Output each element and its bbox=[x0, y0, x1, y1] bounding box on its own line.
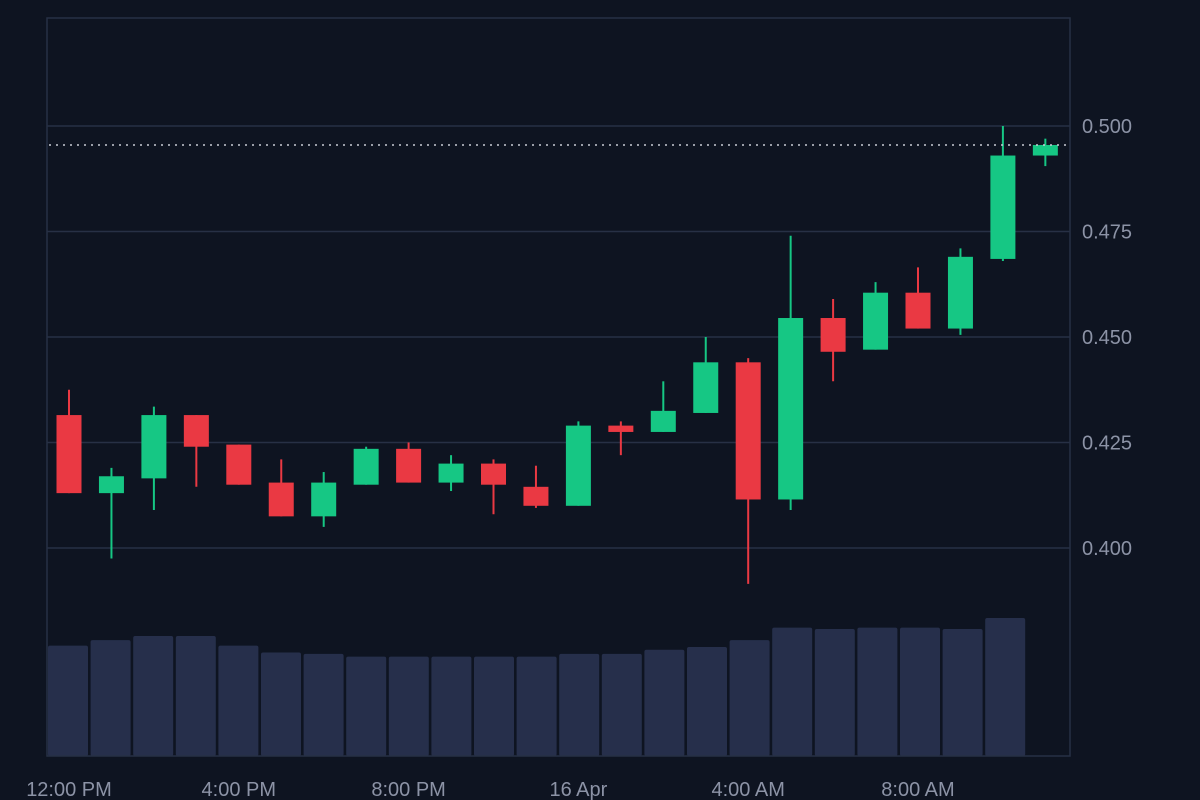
candle-body bbox=[523, 486, 549, 506]
candle-body bbox=[820, 318, 846, 352]
x-tick-label: 8:00 PM bbox=[371, 779, 445, 800]
candle-down bbox=[481, 459, 506, 515]
volume-bar bbox=[218, 645, 259, 756]
candle-body bbox=[693, 362, 719, 413]
candle-body bbox=[183, 415, 209, 447]
candle-down bbox=[183, 415, 209, 487]
grid-lines bbox=[47, 125, 1070, 549]
candle-up bbox=[353, 446, 379, 485]
x-tick-label: 12:00 PM bbox=[26, 779, 112, 800]
candle-up bbox=[778, 235, 804, 511]
candle-body bbox=[98, 476, 124, 494]
candle-body bbox=[608, 425, 634, 432]
y-axis-labels: 0.400 0.425 0.450 0.475 0.500 bbox=[1082, 116, 1132, 560]
candle-up bbox=[98, 467, 124, 559]
volume-bar bbox=[559, 653, 600, 756]
candle-body bbox=[438, 463, 464, 483]
candle-body bbox=[226, 444, 252, 485]
candles bbox=[56, 126, 1058, 584]
x-tick-label: 4:00 PM bbox=[202, 779, 276, 800]
candle-body bbox=[905, 292, 931, 329]
candle-body bbox=[650, 410, 676, 432]
candle-body bbox=[481, 463, 506, 485]
candle-up bbox=[863, 282, 889, 350]
candle-down bbox=[226, 444, 252, 485]
volume-bar bbox=[601, 653, 642, 756]
candle-down bbox=[735, 358, 761, 584]
candle-body bbox=[56, 415, 82, 494]
y-tick-label: 0.400 bbox=[1082, 538, 1132, 560]
volume-bar bbox=[644, 649, 685, 756]
candle-down bbox=[608, 421, 634, 456]
candle-down bbox=[268, 459, 294, 517]
volume-bar bbox=[303, 653, 344, 756]
candle-down bbox=[396, 442, 422, 483]
volume-bar bbox=[900, 627, 940, 756]
candle-body bbox=[1032, 144, 1058, 156]
x-tick-label: 16 Apr bbox=[549, 779, 607, 800]
candle-up bbox=[565, 421, 591, 506]
candle-body bbox=[353, 448, 379, 485]
y-tick-label: 0.450 bbox=[1082, 327, 1132, 349]
candle-up bbox=[141, 406, 167, 511]
candle-up bbox=[438, 455, 464, 492]
candle-body bbox=[778, 318, 804, 500]
x-axis-labels: 12:00 PM 4:00 PM 8:00 PM 16 Apr 4:00 AM 8:00 … bbox=[26, 779, 955, 800]
candle-body bbox=[311, 482, 337, 517]
candle-down bbox=[820, 299, 846, 382]
candle-body bbox=[268, 482, 294, 517]
y-tick-label: 0.475 bbox=[1082, 222, 1132, 244]
y-tick-label: 0.425 bbox=[1082, 433, 1132, 455]
candle-up bbox=[650, 381, 676, 432]
volume-bar bbox=[346, 656, 387, 756]
volume-bar bbox=[687, 646, 727, 756]
candle-up bbox=[947, 248, 973, 335]
candle-up bbox=[1032, 138, 1058, 167]
volume-bar bbox=[516, 656, 557, 756]
volume-bar bbox=[474, 656, 514, 756]
volume-bar bbox=[175, 635, 216, 756]
candle-down bbox=[56, 389, 82, 494]
volume-bar bbox=[857, 627, 898, 756]
x-tick-label: 8:00 AM bbox=[881, 779, 954, 800]
volume-bar bbox=[814, 629, 855, 756]
volume-bar bbox=[90, 640, 131, 756]
candle-up bbox=[311, 472, 337, 527]
candle-down bbox=[523, 465, 549, 508]
candle-body bbox=[863, 292, 889, 350]
candle-body bbox=[396, 448, 422, 483]
candle-up bbox=[990, 126, 1016, 262]
candle-body bbox=[947, 256, 973, 329]
candle-body bbox=[735, 362, 761, 500]
plot-border bbox=[46, 17, 1071, 757]
candle-body bbox=[565, 425, 591, 506]
volume-bar bbox=[133, 635, 174, 756]
candle-body bbox=[990, 155, 1016, 259]
candle-body bbox=[141, 415, 167, 479]
plot-frame bbox=[46, 17, 1071, 757]
volume-bars bbox=[48, 618, 1026, 756]
x-tick-label: 4:00 AM bbox=[712, 779, 785, 800]
volume-bar bbox=[942, 629, 983, 756]
volume-bar bbox=[48, 645, 88, 756]
volume-bar bbox=[729, 640, 770, 756]
candle-down bbox=[905, 267, 931, 329]
volume-bar bbox=[261, 652, 301, 756]
volume-bar bbox=[985, 618, 1026, 756]
volume-bar bbox=[772, 627, 813, 756]
candle-up bbox=[693, 337, 719, 413]
volume-bar bbox=[388, 656, 429, 756]
y-tick-label: 0.500 bbox=[1082, 116, 1132, 138]
volume-bar bbox=[431, 656, 472, 756]
